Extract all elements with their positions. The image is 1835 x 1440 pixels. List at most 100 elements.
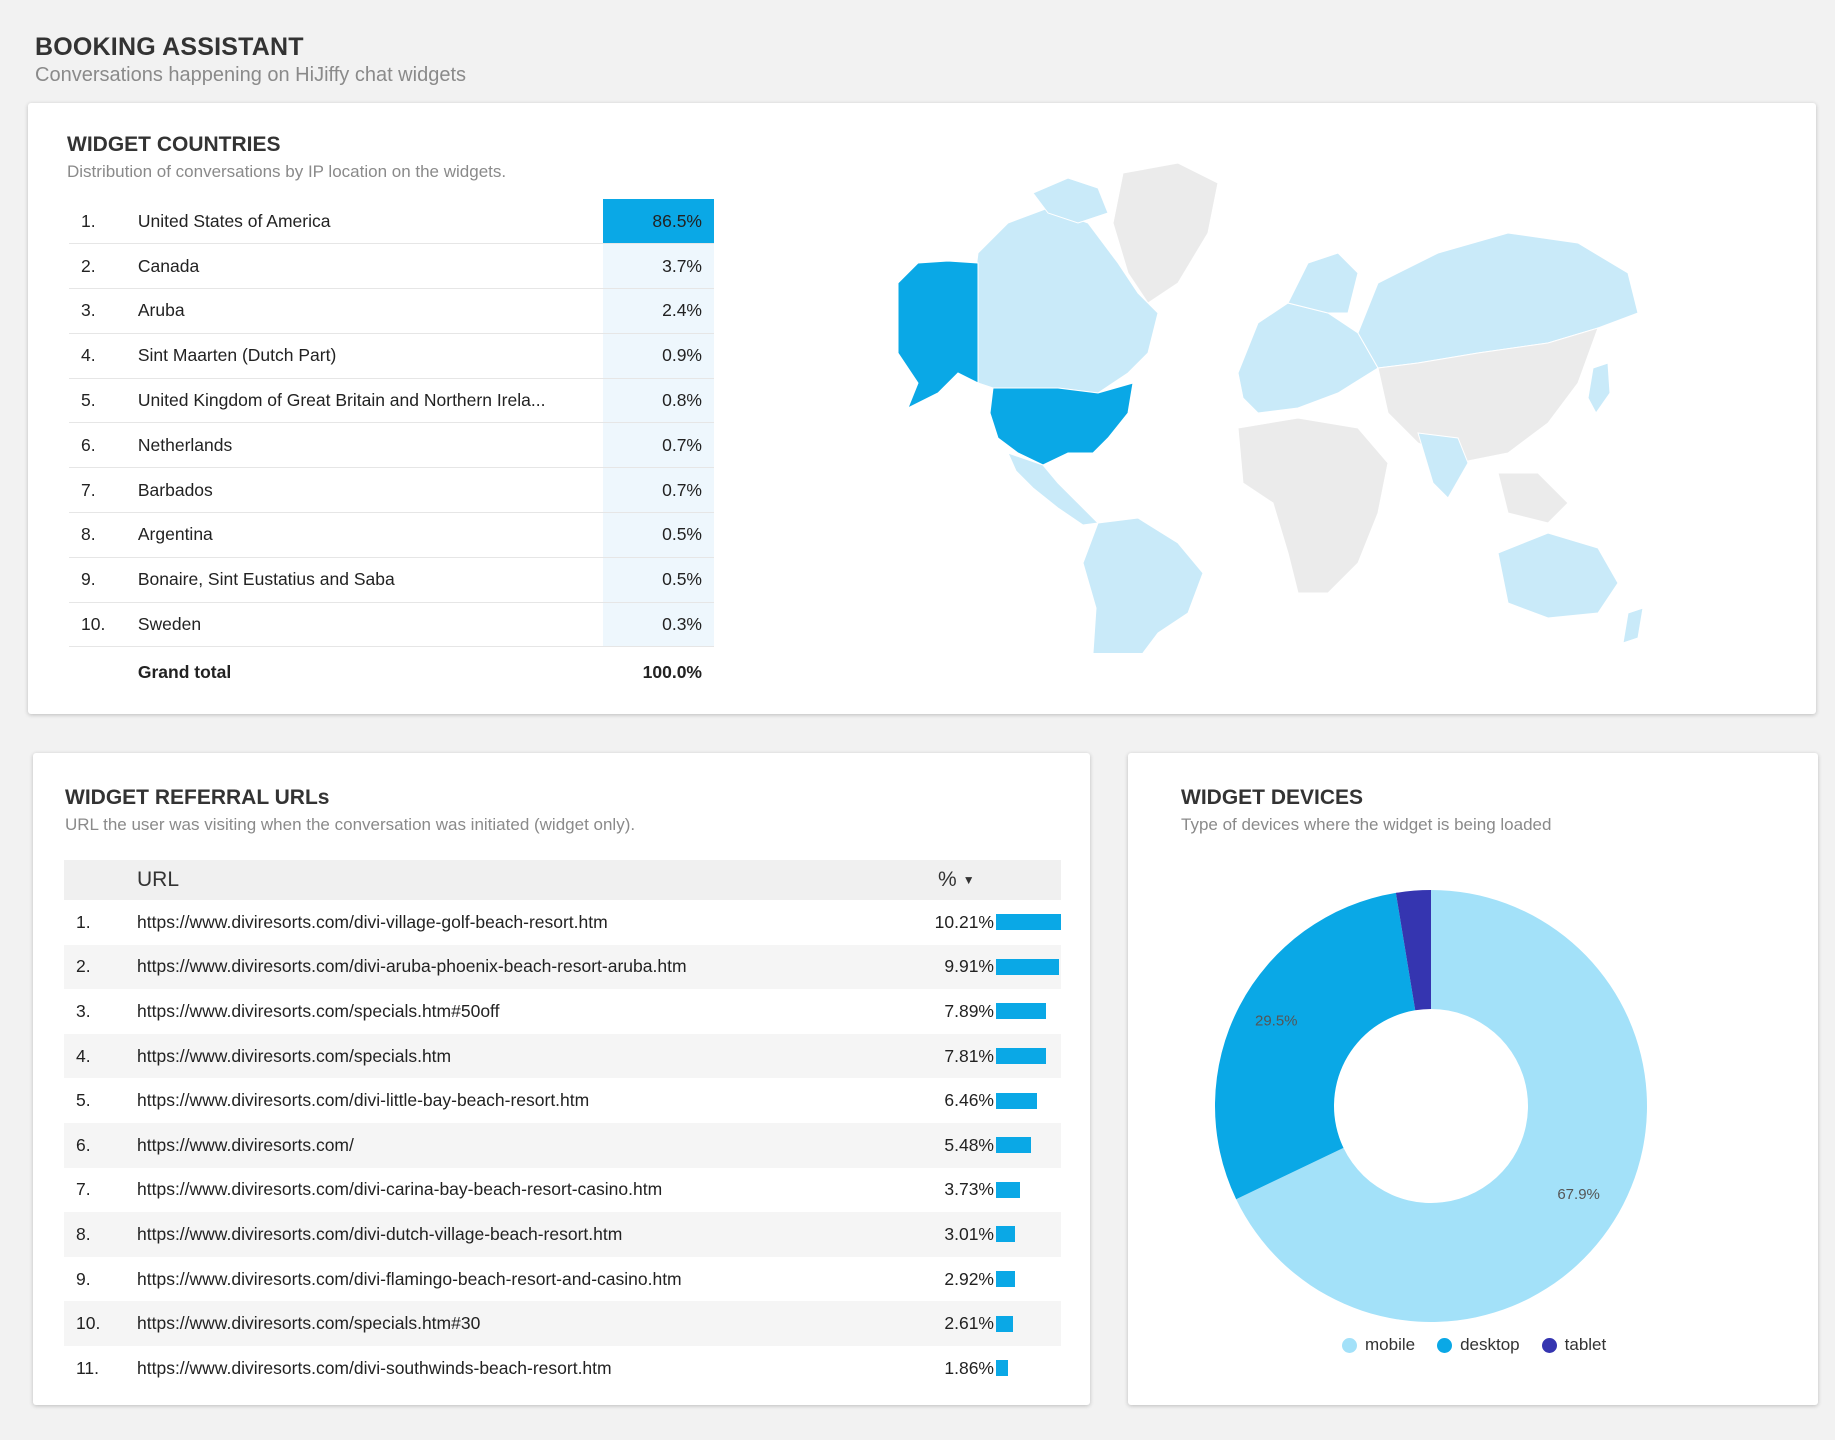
referral-row[interactable]: 4. https://www.diviresorts.com/specials.h… (64, 1033, 1061, 1079)
referral-row[interactable]: 7. https://www.diviresorts.com/divi-carin… (64, 1168, 1061, 1213)
referral-row[interactable]: 3. https://www.diviresorts.com/specials.h… (64, 989, 1061, 1034)
map-japan[interactable] (1587, 362, 1611, 414)
country-rank: 4. (69, 333, 138, 379)
referral-row[interactable]: 11. https://www.diviresorts.com/divi-sout… (64, 1346, 1061, 1391)
grand-total-label: Grand total (137, 661, 232, 682)
widget-countries-card: WIDGET COUNTRIES Distribution of convers… (28, 103, 1816, 714)
referral-pct-cell: 6.46% (896, 1078, 1061, 1123)
country-pct: 3.7% (603, 243, 714, 290)
devices-title: WIDGET DEVICES (1181, 786, 1364, 809)
donut-slice-tablet[interactable] (1395, 890, 1431, 1011)
devices-subtitle: Type of devices where the widget is bein… (1181, 815, 1552, 834)
legend-item-mobile[interactable]: mobile (1342, 1335, 1415, 1355)
referral-url[interactable]: https://www.diviresorts.com/divi-aruba-p… (137, 944, 896, 990)
page-header: BOOKING ASSISTANT Conversations happenin… (35, 33, 466, 87)
referral-row[interactable]: 5. https://www.diviresorts.com/divi-littl… (64, 1078, 1061, 1123)
referral-bar (996, 1315, 1013, 1332)
country-name: Canada (137, 243, 604, 290)
country-row[interactable]: 4. Sint Maarten (Dutch Part) 0.9% (69, 333, 714, 379)
map-greenland[interactable] (1112, 162, 1219, 304)
referral-row[interactable]: 9. https://www.diviresorts.com/divi-flami… (64, 1257, 1061, 1302)
referral-url[interactable]: https://www.diviresorts.com/divi-village… (137, 911, 608, 932)
country-pct: 0.9% (603, 333, 714, 379)
referral-pct: 9.91% (944, 956, 994, 977)
country-rank: 6. (69, 422, 138, 469)
referral-url[interactable]: https://www.diviresorts.com/specials.htm… (137, 1301, 896, 1346)
referral-row[interactable]: 6. https://www.diviresorts.com/5.48% (64, 1122, 1061, 1168)
countries-subtitle: Distribution of conversations by IP loca… (67, 162, 507, 181)
country-row[interactable]: 8. Argentina 0.5% (69, 512, 714, 558)
country-row[interactable]: 9. Bonaire, Sint Eustatius and Saba 0.5% (69, 557, 714, 603)
referral-url[interactable]: https://www.diviresorts.com/ (137, 1122, 896, 1168)
country-name: Bonaire, Sint Eustatius and Saba (137, 557, 604, 603)
map-arctic-islands[interactable] (1032, 177, 1109, 224)
referral-row[interactable]: 8. https://www.diviresorts.com/divi-dutch… (64, 1212, 1061, 1257)
map-mexico[interactable] (1007, 452, 1100, 526)
country-rank: 2. (69, 243, 138, 290)
map-scandinavia[interactable] (1287, 252, 1359, 314)
referral-rank: 2. (64, 944, 137, 990)
map-india[interactable] (1417, 432, 1469, 499)
referral-bar (996, 1360, 1008, 1377)
pct-column-header[interactable]: % ▼ (896, 860, 1061, 900)
referral-row[interactable]: 10. https://www.diviresorts.com/specials.… (64, 1301, 1061, 1346)
referral-rank: 10. (64, 1301, 137, 1346)
map-russia[interactable] (1357, 232, 1639, 369)
country-row[interactable]: 2. Canada 3.7% (69, 243, 714, 290)
legend-dot-icon (1541, 1337, 1557, 1353)
referral-pct-cell: 2.92% (896, 1257, 1061, 1302)
country-row[interactable]: 5. United Kingdom of Great Britain and No… (69, 378, 714, 424)
country-name: United Kingdom of Great Britain and Nort… (137, 378, 604, 424)
map-usa[interactable] (989, 382, 1134, 466)
map-southeast-asia[interactable] (1497, 472, 1569, 524)
url-column-header[interactable]: URL (137, 860, 896, 900)
devices-legend: mobile desktop tablet (1342, 1335, 1606, 1355)
referral-rank: 4. (64, 1033, 137, 1079)
country-name: Sweden (137, 602, 604, 648)
referral-url[interactable]: https://www.diviresorts.com/divi-carina-… (137, 1179, 663, 1200)
donut-slice-desktop[interactable] (1215, 892, 1416, 1200)
referral-url[interactable]: https://www.diviresorts.com/divi-little-… (137, 1090, 590, 1111)
map-europe[interactable] (1237, 302, 1379, 414)
referral-row[interactable]: 1. https://www.diviresorts.com/divi-villa… (64, 900, 1061, 945)
referral-url[interactable]: https://www.diviresorts.com/divi-southwi… (137, 1357, 612, 1378)
referrals-title: WIDGET REFERRAL URLs (65, 786, 330, 809)
country-rank: 9. (69, 557, 138, 603)
referral-bar (996, 1092, 1037, 1109)
donut-slice-mobile[interactable] (1236, 890, 1647, 1322)
map-alaska[interactable] (897, 260, 979, 410)
map-australia[interactable] (1497, 532, 1619, 619)
map-south-america[interactable] (1082, 517, 1204, 653)
map-africa[interactable] (1237, 417, 1389, 594)
referral-pct: 2.61% (944, 1313, 994, 1334)
country-row[interactable]: 7. Barbados 0.7% (69, 467, 714, 514)
rank-column-header (64, 860, 137, 900)
map-new-zealand[interactable] (1622, 607, 1644, 644)
referral-rank: 8. (64, 1212, 137, 1257)
referral-row[interactable]: 2. https://www.diviresorts.com/divi-aruba… (64, 944, 1061, 990)
map-asia[interactable] (1377, 327, 1599, 464)
country-row[interactable]: 3. Aruba 2.4% (69, 288, 714, 334)
referral-bar (996, 1271, 1015, 1288)
sort-desc-icon[interactable]: ▼ (962, 873, 975, 888)
referral-url[interactable]: https://www.diviresorts.com/divi-flaming… (137, 1268, 682, 1289)
referral-pct-cell: 7.89% (896, 989, 1061, 1034)
legend-label: tablet (1564, 1335, 1607, 1354)
referral-bar (996, 958, 1059, 975)
world-map[interactable] (858, 153, 1658, 653)
referral-url[interactable]: https://www.diviresorts.com/specials.htm (137, 1033, 896, 1079)
referral-pct-cell: 10.21% (896, 900, 1061, 945)
legend-item-desktop[interactable]: desktop (1437, 1335, 1520, 1355)
referral-url[interactable]: https://www.diviresorts.com/divi-dutch-v… (137, 1212, 896, 1257)
legend-item-tablet[interactable]: tablet (1541, 1335, 1607, 1355)
referral-pct: 7.89% (944, 1000, 994, 1021)
referrals-header-row: URL % ▼ (64, 860, 1061, 900)
country-row[interactable]: 10. Sweden 0.3% (69, 602, 714, 648)
country-row[interactable]: 1. United States of America 86.5% (69, 199, 714, 245)
referral-rank: 3. (76, 1000, 91, 1021)
pct-column-label[interactable]: % (938, 868, 957, 891)
country-rank: 8. (69, 512, 138, 558)
country-row[interactable]: 6. Netherlands 0.7% (69, 422, 714, 469)
countries-table: 1. United States of America 86.5% 2. Canada 3… (69, 199, 714, 697)
referral-url[interactable]: https://www.diviresorts.com/specials.htm… (137, 1000, 500, 1021)
